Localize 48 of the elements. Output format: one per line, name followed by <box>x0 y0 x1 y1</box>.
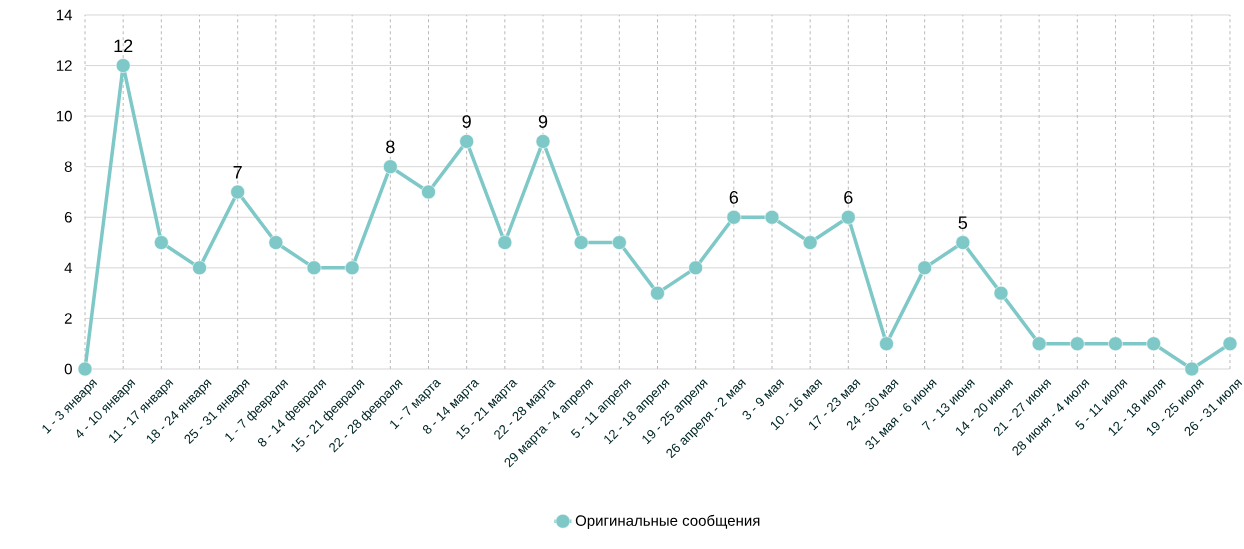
data-label: 5 <box>958 216 968 230</box>
point <box>1108 336 1123 351</box>
point <box>612 235 627 250</box>
point <box>841 209 856 225</box>
y-tick-label: 6 <box>64 211 72 223</box>
point <box>726 209 742 225</box>
data-label: 8 <box>386 140 395 154</box>
point <box>115 58 131 73</box>
point <box>955 235 971 250</box>
point <box>993 285 1009 301</box>
data-label: 12 <box>114 39 133 53</box>
y-tick-label: 0 <box>64 363 72 375</box>
y-tick-label: 14 <box>56 9 73 21</box>
point <box>383 159 398 174</box>
point <box>1184 361 1200 377</box>
point <box>230 184 245 200</box>
data-label: 7 <box>233 166 242 179</box>
y-tick-label: 8 <box>64 161 72 172</box>
legend-label: Оригинальные сообщения <box>575 514 760 529</box>
point <box>879 336 894 351</box>
point <box>535 134 551 149</box>
point <box>688 260 703 276</box>
point <box>192 260 207 276</box>
data-label: 6 <box>844 191 853 204</box>
point <box>573 235 589 250</box>
point <box>1222 336 1238 351</box>
data-label: 9 <box>462 115 471 128</box>
point <box>421 184 436 200</box>
point <box>1031 336 1047 351</box>
point <box>1146 336 1161 351</box>
point <box>344 260 360 276</box>
point <box>306 260 322 276</box>
data-label: 6 <box>729 191 739 204</box>
point <box>77 361 93 377</box>
point <box>917 260 932 276</box>
y-tick-label: 10 <box>56 110 72 122</box>
y-tick-label: 2 <box>64 313 72 324</box>
point <box>154 235 169 250</box>
point <box>459 134 474 149</box>
point <box>650 285 665 301</box>
y-tick-label: 12 <box>56 60 72 71</box>
data-label: 9 <box>538 115 548 128</box>
point <box>1070 336 1085 351</box>
point <box>497 235 513 250</box>
point <box>802 235 818 250</box>
point <box>268 235 284 250</box>
point <box>764 209 780 225</box>
y-tick-label: 4 <box>64 262 73 273</box>
